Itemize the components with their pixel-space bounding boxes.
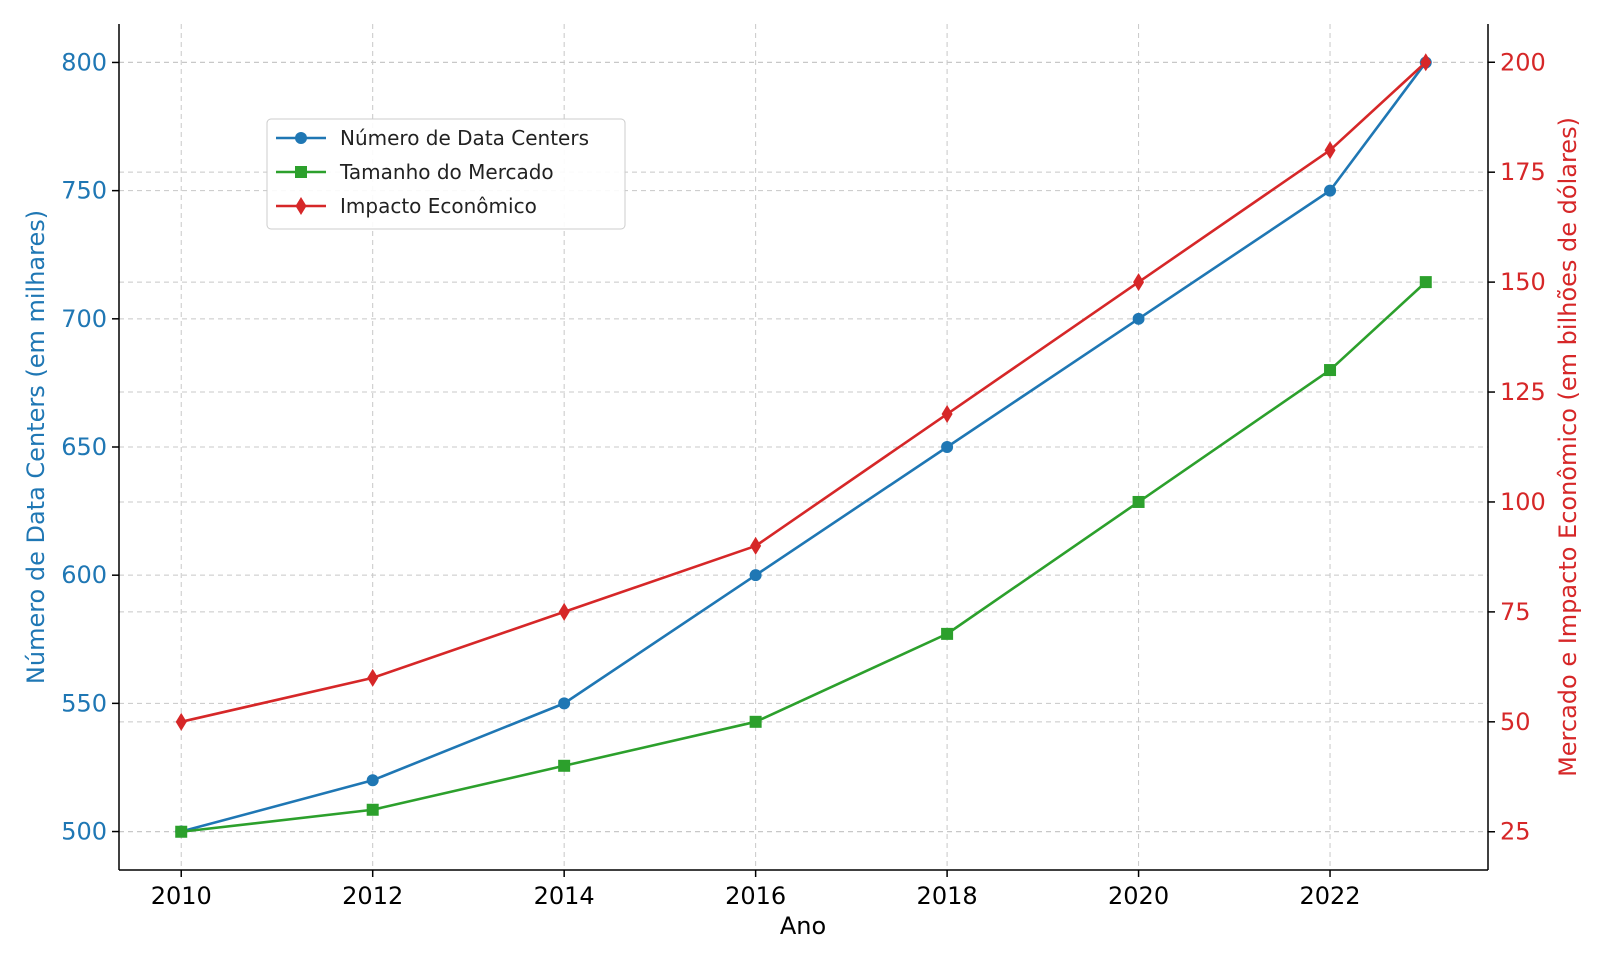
legend-box <box>266 118 626 230</box>
left-tick-label: 600 <box>61 561 107 589</box>
data-point <box>1324 184 1337 197</box>
ticks: 2010 2012 2014 2016 2018 2020 2022 500 550 600 650… <box>61 48 1546 910</box>
x-tick-label: 2012 <box>342 882 403 910</box>
series-2 <box>175 276 1432 838</box>
right-tick-label: 175 <box>1500 158 1546 186</box>
data-point <box>941 441 954 453</box>
left-tick-label: 700 <box>61 305 107 333</box>
left-tick-label: 500 <box>61 818 107 846</box>
right-tick-label: 200 <box>1500 48 1546 76</box>
data-point <box>1132 495 1145 508</box>
legend-label: Impacto Econômico <box>340 194 537 218</box>
data-point <box>1420 53 1432 72</box>
data-point <box>941 405 953 424</box>
right-tick-label: 25 <box>1500 818 1531 846</box>
left-tick-label: 550 <box>61 689 107 717</box>
legend-label: Número de Data Centers <box>340 126 589 150</box>
x-tick-label: 2016 <box>725 882 786 910</box>
x-tick-label: 2020 <box>1108 882 1169 910</box>
right-tick-label: 50 <box>1500 708 1531 736</box>
legend-entry: Tamanho do Mercado <box>276 160 554 184</box>
legend-marker <box>295 132 307 144</box>
data-point <box>558 697 571 710</box>
right-tick-label: 150 <box>1500 268 1546 296</box>
left-tick-label: 750 <box>61 177 107 205</box>
right-axis-label: Mercado e Impacto Econômico (em bilhões … <box>1554 117 1582 777</box>
legend-label: Tamanho do Mercado <box>339 160 554 184</box>
series <box>175 53 1432 838</box>
series-line <box>180 61 1427 724</box>
series-line <box>180 61 1427 833</box>
x-tick-label: 2014 <box>534 882 595 910</box>
data-point <box>367 668 379 687</box>
legend-entry: Impacto Econômico <box>276 194 537 218</box>
legend-entry: Número de Data Centers <box>276 126 589 150</box>
legend-marker <box>295 197 307 215</box>
data-point <box>1324 141 1336 160</box>
data-point <box>175 825 188 838</box>
data-point <box>558 759 571 772</box>
data-point <box>366 774 379 787</box>
data-point <box>366 803 379 816</box>
legend-marker <box>295 166 307 178</box>
data-point <box>941 627 954 640</box>
x-tick-label: 2022 <box>1299 882 1360 910</box>
x-tick-label: 2018 <box>917 882 978 910</box>
right-tick-label: 100 <box>1500 488 1546 516</box>
data-point <box>1133 273 1145 292</box>
data-point <box>749 715 762 728</box>
left-tick-label: 800 <box>61 48 107 76</box>
data-point <box>1324 364 1337 377</box>
right-tick-label: 75 <box>1500 598 1531 626</box>
series-line <box>181 281 1427 834</box>
legend: Número de Data Centers Tamanho do Mercado… <box>266 118 626 230</box>
left-tick-label: 650 <box>61 433 107 461</box>
data-point <box>749 569 762 582</box>
data-point <box>750 536 762 555</box>
data-point <box>1132 312 1145 325</box>
x-axis-label: Ano <box>780 912 826 940</box>
data-point <box>558 602 570 621</box>
x-tick-label: 2010 <box>151 882 212 910</box>
data-point <box>1419 276 1432 289</box>
data-point <box>175 712 187 731</box>
left-axis-label: Número de Data Centers (em milhares) <box>22 210 50 684</box>
series-3 <box>175 53 1432 731</box>
right-tick-label: 125 <box>1500 378 1546 406</box>
